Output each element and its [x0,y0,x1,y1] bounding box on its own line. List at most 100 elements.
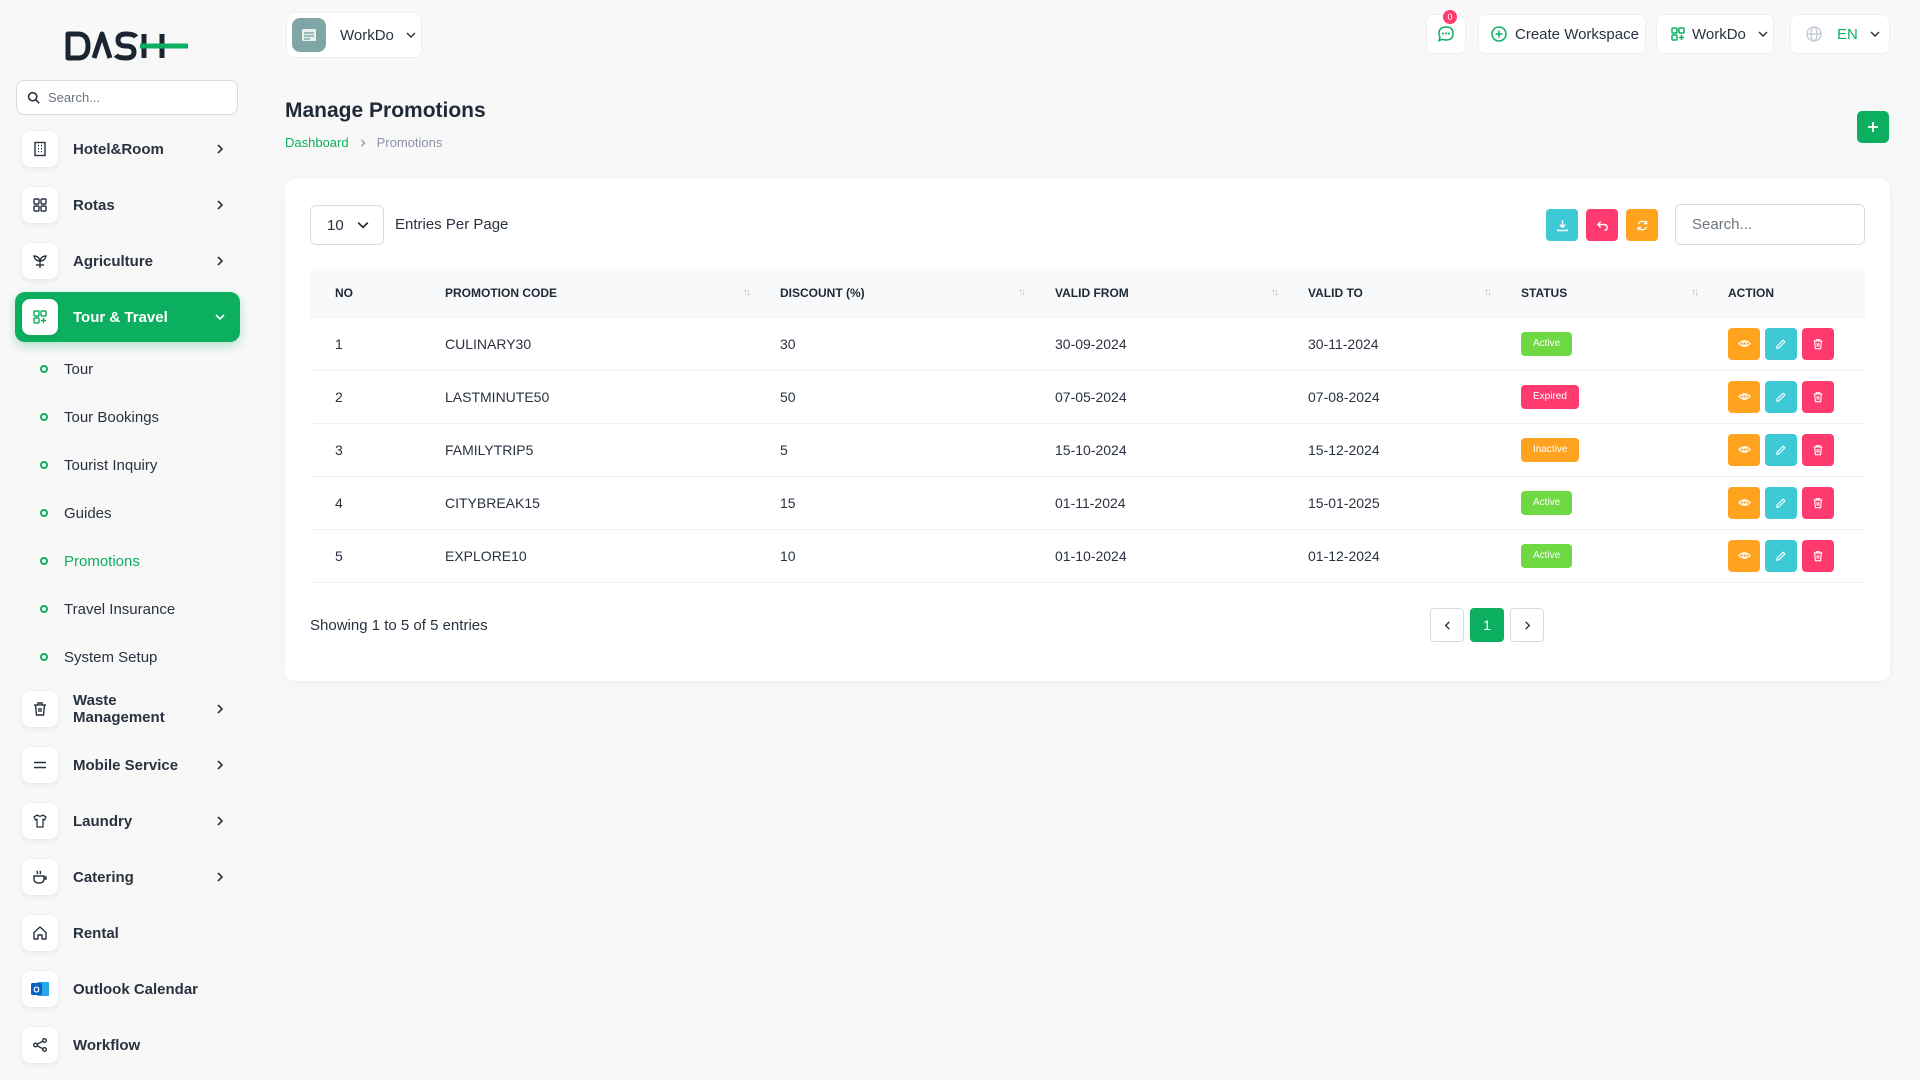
edit-button[interactable] [1765,539,1797,572]
cell-status: Active [1496,317,1703,370]
chevron-right-icon [210,867,230,887]
edit-button[interactable] [1765,327,1797,360]
column-header-label: Action [1728,285,1774,300]
view-button[interactable] [1728,433,1760,466]
cell-status: Active [1496,529,1703,582]
pagination-page-button[interactable]: 1 [1470,608,1504,642]
grid-plus-icon [22,299,58,335]
bullet-icon [40,365,48,373]
column-header-discount[interactable]: Discount (%) ↑↓ [755,269,1030,317]
cell-status: Expired [1496,370,1703,423]
sidebar-subitem-tourist-inquiry[interactable]: Tourist Inquiry [40,453,157,477]
sidebar-subitem-system-setup[interactable]: System Setup [40,645,157,669]
sidebar-item-waste-management[interactable]: Waste Management [15,684,240,734]
add-promotion-button[interactable] [1857,111,1889,143]
cell-promotion-code: EXPLORE10 [445,547,527,564]
reload-button[interactable] [1626,209,1658,241]
dash-logo[interactable] [64,28,192,64]
sidebar-subitem-travel-insurance[interactable]: Travel Insurance [40,597,175,621]
export-button[interactable] [1546,209,1578,241]
entries-per-page-select[interactable]: 10 [310,205,384,245]
cell-valid-to: 15-12-2024 [1308,441,1380,458]
column-header-valid-to[interactable]: Valid To ↑↓ [1283,269,1496,317]
column-header-no[interactable]: No [310,269,420,317]
status-badge: Active [1521,490,1573,515]
column-header-promotion-code[interactable]: Promotion Code ↑↓ [420,269,755,317]
sort-icon: ↑↓ [1484,287,1492,298]
create-workspace-button[interactable]: Create Workspace [1478,14,1646,54]
table-search-input[interactable] [1675,204,1865,245]
sidebar-subitem-guides[interactable]: Guides [40,501,112,525]
delete-button[interactable] [1802,380,1834,413]
sidebar-item-label: Rental [73,924,119,942]
column-header-label: Status [1521,285,1568,300]
sidebar-subitem-tour[interactable]: Tour [40,357,93,381]
sidebar-item-tour-travel[interactable]: Tour & Travel [15,292,240,342]
sidebar-item-mobile-service[interactable]: Mobile Service [15,740,240,790]
sidebar-item-laundry[interactable]: Laundry [15,796,240,846]
sidebar-item-rotas[interactable]: Rotas [15,180,240,230]
sidebar-item-agriculture[interactable]: Agriculture [15,236,240,286]
view-button[interactable] [1728,539,1760,572]
reset-button[interactable] [1586,209,1618,241]
cell-valid-to: 07-08-2024 [1308,388,1380,405]
delete-button[interactable] [1802,327,1834,360]
language-selector[interactable]: EN [1790,14,1890,54]
menu-lines-icon [22,747,58,783]
messages-button[interactable]: 0 [1426,10,1466,54]
cell-action [1703,476,1865,529]
delete-button[interactable] [1802,433,1834,466]
eye-icon [1737,340,1751,347]
sidebar-item-outlook-calendar[interactable]: O Outlook Calendar [15,964,240,1014]
view-button[interactable] [1728,327,1760,360]
cell-discount: 50 [780,388,796,405]
sidebar-subitem-promotions[interactable]: Promotions [40,549,140,573]
workspace-icon [292,18,326,52]
sidebar-item-rental[interactable]: Rental [15,908,240,958]
sidebar-item-label: Catering [73,868,134,886]
create-workspace-label: Create Workspace [1515,25,1639,43]
sidebar-subitem-label: Tour [64,360,94,378]
edit-button[interactable] [1765,380,1797,413]
sort-icon: ↑↓ [1018,287,1026,298]
cell-valid-to: 01-12-2024 [1308,547,1380,564]
sidebar-item-workflow[interactable]: Workflow [15,1020,240,1070]
sidebar-subitem-label: System Setup [64,648,158,666]
sidebar-subitem-label: Guides [64,504,112,522]
sidebar-item-label: Mobile Service [73,756,179,774]
table-header-row: No Promotion Code ↑↓ Discount (%) ↑↓ Valid… [310,269,1865,317]
pagination-prev-button[interactable] [1430,608,1464,642]
workspace-selector[interactable]: WorkDo [286,12,422,58]
notification-badge: 0 [1443,10,1457,24]
plus-icon [1868,122,1878,132]
view-button[interactable] [1728,486,1760,519]
sidebar-search-input[interactable] [48,90,228,105]
column-header-valid-from[interactable]: Valid From ↑↓ [1030,269,1283,317]
cell-no: 2 [335,388,343,405]
delete-button[interactable] [1802,539,1834,572]
breadcrumb-dashboard[interactable]: Dashboard [285,135,349,150]
workspace-switch-button[interactable]: WorkDo [1656,14,1774,54]
sidebar-subitem-tour-bookings[interactable]: Tour Bookings [40,405,159,429]
delete-button[interactable] [1802,486,1834,519]
table-row: 2 LASTMINUTE50 50 07-05-2024 07-08-2024 Expir… [310,370,1865,423]
cell-action [1703,529,1865,582]
download-icon [1556,219,1568,231]
workspace-label: WorkDo [340,26,394,44]
sidebar-search[interactable] [16,80,238,115]
sidebar-item-catering[interactable]: Catering [15,852,240,902]
edit-button[interactable] [1765,486,1797,519]
view-button[interactable] [1728,380,1760,413]
cell-no: 5 [335,547,343,564]
sort-icon: ↑↓ [1271,287,1279,298]
pencil-icon [1776,445,1786,455]
pencil-icon [1776,498,1786,508]
column-header-status[interactable]: Status ↑↓ [1496,269,1703,317]
share-icon [22,1027,58,1063]
sidebar-item-hotel-room[interactable]: Hotel&Room [15,124,240,174]
pagination-next-button[interactable] [1510,608,1544,642]
edit-button[interactable] [1765,433,1797,466]
chevron-down-icon [357,218,369,235]
trash-icon [1813,338,1823,349]
sidebar-subitem-label: Promotions [64,552,140,570]
